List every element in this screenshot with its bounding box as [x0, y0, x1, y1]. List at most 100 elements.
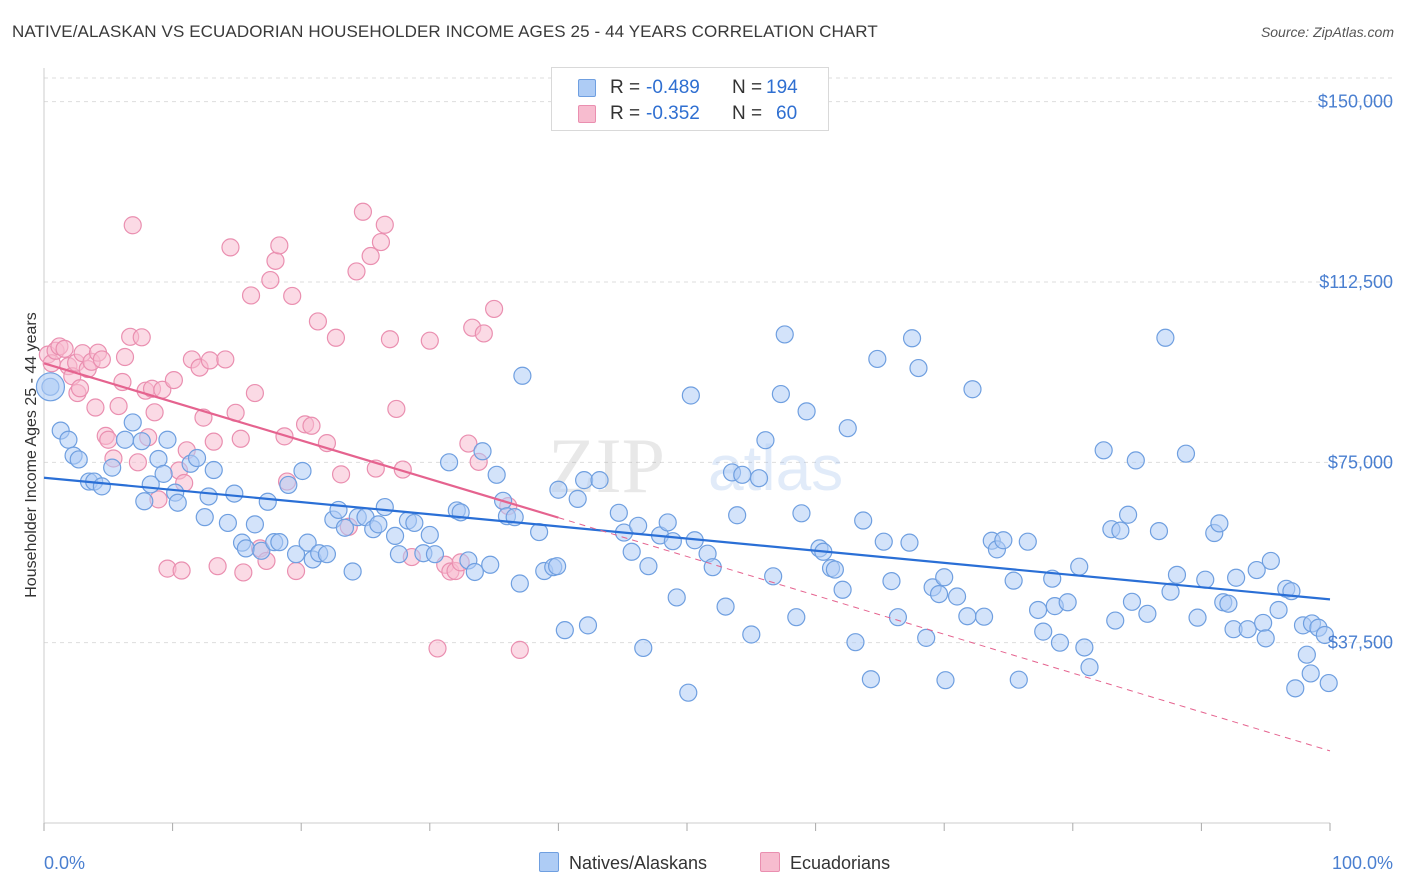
natives-point	[258, 492, 277, 511]
natives-point	[792, 504, 811, 523]
legend-n-value: 194	[766, 77, 798, 98]
natives-point	[629, 516, 648, 535]
natives-point-large	[35, 372, 66, 402]
natives-point	[1126, 451, 1145, 470]
bottom-legend-natives: Natives/Alaskans	[539, 852, 707, 874]
ecuadorians-point	[347, 262, 366, 281]
natives-point	[1094, 441, 1113, 460]
natives-point	[936, 671, 955, 690]
natives-point	[578, 616, 598, 635]
ecuadorians-point	[326, 328, 346, 347]
natives-point	[369, 515, 388, 534]
natives-point	[343, 562, 362, 581]
natives-point	[1050, 633, 1070, 652]
natives-point	[420, 525, 439, 545]
natives-point	[634, 638, 653, 658]
natives-point	[1106, 611, 1125, 630]
natives-point	[439, 453, 459, 472]
natives-point	[1070, 557, 1089, 576]
ecuadorians-point	[393, 460, 412, 479]
natives-point	[958, 607, 977, 626]
ecuadorians-point	[375, 215, 394, 234]
natives-point	[838, 419, 857, 438]
natives-point	[861, 670, 880, 689]
natives-point	[513, 366, 532, 385]
x-tick-labels: 0.0% 100.0%	[44, 853, 1393, 873]
natives-point	[667, 588, 686, 607]
natives-point	[279, 475, 298, 495]
natives-point	[797, 402, 816, 421]
natives-point	[1219, 594, 1238, 613]
natives-point	[425, 545, 445, 564]
natives-trend-line	[43, 476, 1331, 601]
ecuadorians-point	[371, 232, 391, 252]
legend-n-value: 60	[776, 103, 798, 124]
ecuadorians-point	[70, 379, 90, 398]
ecuadorians-point	[164, 370, 183, 390]
natives-point	[1018, 532, 1037, 551]
ecuadorians-point	[145, 403, 164, 422]
natives-point	[375, 497, 394, 517]
ecuadorians-point	[204, 432, 223, 451]
natives-point	[1111, 521, 1130, 540]
ecuadorians-point	[266, 251, 285, 270]
natives-point	[473, 442, 492, 461]
ecuadorians-point	[459, 434, 478, 453]
natives-point	[1075, 638, 1094, 657]
natives-point	[335, 518, 355, 537]
natives-point	[236, 539, 256, 558]
ecuadorians-point	[128, 453, 147, 472]
natives-point	[1004, 571, 1023, 590]
legend-n-label: N =	[732, 77, 763, 98]
natives-point	[1256, 629, 1275, 648]
ecuadorians-point	[123, 216, 142, 235]
natives-point	[1080, 658, 1099, 677]
ecuadorians-point	[200, 351, 219, 370]
natives-point	[1315, 625, 1334, 645]
y-tick-label: $37,500	[1328, 633, 1393, 653]
natives-point	[749, 469, 769, 488]
natives-point	[874, 532, 893, 551]
natives-point	[854, 511, 873, 530]
ecuadorians-point	[231, 429, 250, 448]
natives-point	[465, 562, 484, 582]
natives-point	[132, 432, 151, 451]
bottom-legend-swatch-ecuadorians	[760, 852, 780, 872]
natives-point	[742, 625, 761, 644]
natives-point	[199, 487, 218, 506]
y-tick-label: $75,000	[1328, 452, 1393, 472]
y-tick-label: $150,000	[1318, 92, 1393, 112]
natives-point	[1297, 645, 1316, 664]
natives-point	[703, 558, 722, 577]
y-tick-label: $112,500	[1319, 272, 1393, 292]
natives-point	[1319, 673, 1338, 693]
natives-point	[293, 461, 312, 481]
natives-point	[187, 448, 207, 468]
ecuadorians-point	[86, 398, 105, 417]
natives-point	[1254, 613, 1273, 633]
natives-point	[929, 584, 949, 604]
ecuadorians-point	[115, 347, 135, 367]
natives-point	[622, 542, 641, 561]
natives-point	[963, 380, 982, 399]
natives-point	[298, 533, 317, 552]
legend-r-label: R =	[610, 103, 641, 124]
ecuadorians-point	[302, 416, 321, 435]
natives-point	[590, 471, 609, 490]
ecuadorians-point	[283, 286, 302, 306]
natives-point	[1196, 570, 1215, 589]
natives-point	[548, 557, 567, 576]
ecuadorians-point	[308, 312, 328, 331]
natives-point	[909, 358, 928, 378]
natives-point	[115, 430, 135, 449]
x-tick-label: 100.0%	[1332, 853, 1393, 873]
natives-point	[681, 386, 700, 405]
natives-point	[487, 465, 506, 484]
ecuadorians-points	[38, 202, 529, 659]
ecuadorians-point	[208, 557, 227, 576]
natives-point	[1269, 600, 1288, 620]
natives-point	[787, 608, 806, 627]
natives-point	[1156, 328, 1175, 347]
natives-point	[59, 430, 78, 449]
natives-point	[900, 533, 919, 552]
